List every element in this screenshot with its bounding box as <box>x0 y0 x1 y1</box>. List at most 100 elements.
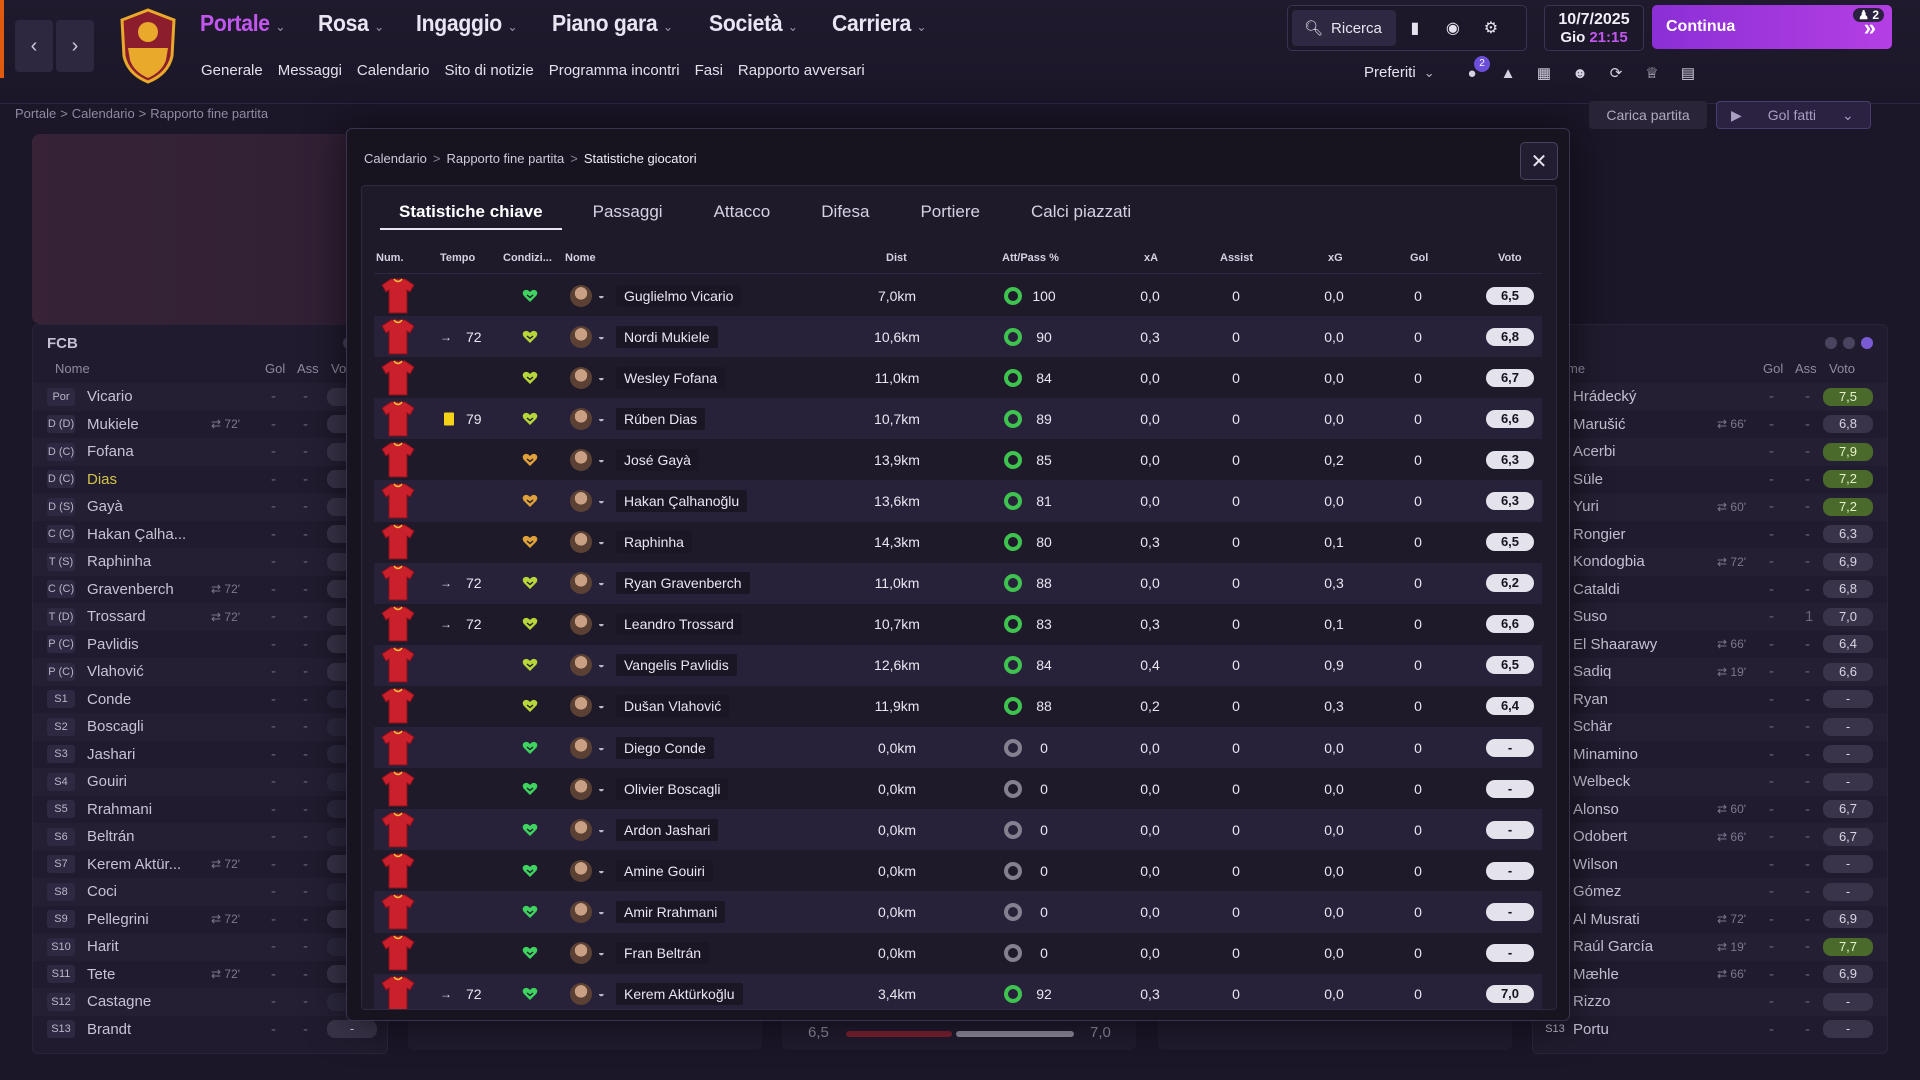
table-row[interactable]: → 72 ◒ Leandro Trossard 10,7km 83 0,3 0 0,1 0 6,6 <box>374 604 1542 645</box>
list-item[interactable]: 12Rizzo--- <box>1533 988 1887 1016</box>
player-name-link[interactable]: Rúben Dias <box>616 407 706 430</box>
list-item[interactable]: S2 Boscagli - - <box>33 713 387 741</box>
inbox-icon[interactable]: ▮ <box>1410 20 1420 37</box>
col-dist[interactable]: Dist <box>886 252 907 264</box>
table-row[interactable]: → 72 ◒ Kerem Aktürkoğlu 3,4km 92 0,3 0 0,0 0 7,0 <box>374 973 1542 1009</box>
list-item[interactable]: D (C)Dias--6, <box>33 466 387 494</box>
col-name[interactable]: Nome <box>565 252 596 264</box>
table-row[interactable]: ◒ Raphinha 14,3km 80 0,3 0 0,1 0 6,5 <box>374 522 1542 563</box>
list-item[interactable]: (D)Marušić⇄ 66'--6,8 <box>1533 411 1887 439</box>
list-item[interactable]: (C)Cataldi--6,8 <box>1533 576 1887 604</box>
list-item[interactable]: Kondogbia ⇄ 72' - -6,9 <box>1533 548 1887 576</box>
col-assist[interactable]: Assist <box>1220 252 1254 264</box>
player-name-link[interactable]: Leandro Trossard <box>616 613 742 636</box>
list-item[interactable]: S13 Brandt - - - <box>33 1016 387 1044</box>
col-time[interactable]: Tempo <box>440 252 476 264</box>
list-item[interactable]: P (C)Vlahović--6, <box>33 658 387 686</box>
load-match-button[interactable]: Carica partita <box>1589 101 1707 129</box>
submenu-item[interactable]: Sito di notizie <box>444 62 534 79</box>
player-name-link[interactable]: Guglielmo Vicario <box>616 284 742 307</box>
pager-dot[interactable] <box>1843 337 1855 349</box>
search-button[interactable]: 🔍︎ Ricerca <box>1292 10 1396 46</box>
list-item[interactable]: 10Raúl García⇄ 19'--7,7 <box>1533 933 1887 961</box>
list-item[interactable]: D (C)Fofana--6, <box>33 438 387 466</box>
breadcrumb-report[interactable]: Rapporto fine partita <box>150 106 269 121</box>
list-item[interactable]: S1 Conde - - <box>33 686 387 714</box>
globe-icon[interactable]: ◉ <box>1445 20 1460 37</box>
list-item[interactable]: 6Odobert⇄ 66'--6,7 <box>1533 823 1887 851</box>
list-item[interactable]: P (C)Pavlidis--6, <box>33 631 387 659</box>
table-row[interactable]: ◒ Amir Rrahmani 0,0km 0 0,0 0 0,0 0 - <box>374 891 1542 933</box>
col-xa[interactable]: xA <box>1144 252 1159 264</box>
col-condition[interactable]: Condizi... <box>503 252 552 264</box>
list-item[interactable]: D (D)Mukiele⇄ 72'--6, <box>33 411 387 439</box>
game-date[interactable]: 10/7/2025 Gio 21:15 <box>1544 5 1644 51</box>
list-item[interactable]: S12 Castagne - - <box>33 988 387 1016</box>
list-item[interactable]: 3Minamino--- <box>1533 741 1887 769</box>
tab-3[interactable]: Difesa <box>821 202 870 221</box>
player-name-link[interactable]: Amine Gouiri <box>616 859 713 882</box>
table-row[interactable]: ◒ Guglielmo Vicario 7,0km 100 0,0 0 0,0 0 6,5 <box>374 275 1542 316</box>
list-item[interactable]: C (C)Gravenberch⇄ 72'--6, <box>33 576 387 604</box>
refresh-icon[interactable]: ⟳ <box>1609 65 1623 82</box>
table-row[interactable]: ◒ Fran Beltrán 0,0km 0 0,0 0 0,0 0 - <box>374 933 1542 974</box>
breadcrumb-calendario[interactable]: Calendario <box>71 106 135 121</box>
tactics-board-icon[interactable]: ▦ <box>1536 65 1552 82</box>
list-item[interactable]: 11Mæhle⇄ 66'--6,9 <box>1533 961 1887 989</box>
list-item[interactable]: (C)Rongier--6,3 <box>1533 521 1887 549</box>
list-item[interactable]: S10 Harit - - <box>33 933 387 961</box>
menu-5[interactable]: Carriera ⌄ <box>832 10 926 37</box>
player-name-link[interactable]: José Gayà <box>616 448 699 471</box>
club-crest-logo[interactable] <box>118 8 178 84</box>
player-name-link[interactable]: Fran Beltrán <box>616 942 710 965</box>
favorites-dropdown[interactable]: Preferiti ⌄ <box>1364 64 1435 81</box>
submenu-item[interactable]: Calendario <box>356 62 430 79</box>
list-item[interactable]: S6 Beltrán - - <box>33 823 387 851</box>
tab-1[interactable]: Passaggi <box>592 202 663 221</box>
list-item[interactable]: 9Al Musrati⇄ 72'--6,9 <box>1533 906 1887 934</box>
submenu-item[interactable]: Rapporto avversari <box>737 62 865 79</box>
table-row[interactable]: 79 ◒ Rúben Dias 10,7km 89 0,0 0 0,0 0 6,6 <box>374 398 1542 440</box>
menu-4[interactable]: Società ⌄ <box>709 10 798 37</box>
col-num[interactable]: Num. <box>376 252 404 264</box>
list-item[interactable]: 5Alonso⇄ 60'--6,7 <box>1533 796 1887 824</box>
table-row[interactable]: → 72 ◒ Nordi Mukiele 10,6km 90 0,3 0 0,0 0 6,8 <box>374 316 1542 358</box>
col-gol[interactable]: Gol <box>265 361 286 376</box>
table-row[interactable]: ◒ Amine Gouiri 0,0km 0 0,0 0 0,0 0 - <box>374 850 1542 891</box>
list-item[interactable]: (C)Acerbi--7,9 <box>1533 438 1887 466</box>
tab-5[interactable]: Calci piazzati <box>1030 202 1132 221</box>
report-icon[interactable]: ▤ <box>1680 65 1696 82</box>
table-row[interactable]: ◒ Hakan Çalhanoğlu 13,6km 81 0,0 0 0,0 0 6,3 <box>374 480 1542 522</box>
player-name-link[interactable]: Hakan Çalhanoğlu <box>616 490 748 513</box>
col-name[interactable]: Nome <box>55 361 90 376</box>
list-item[interactable]: S4 Gouiri - - <box>33 768 387 796</box>
chat-icon[interactable]: ● 2 <box>1460 56 1490 86</box>
list-item[interactable]: (C)Süle--7,2 <box>1533 466 1887 494</box>
forward-button[interactable]: › <box>56 20 94 72</box>
staff-icon[interactable]: ☻ <box>1572 65 1588 82</box>
list-item[interactable]: 1Ryan--- <box>1533 686 1887 714</box>
trophy-icon[interactable]: ♕ <box>1645 65 1659 82</box>
back-button[interactable]: ‹ <box>15 20 53 72</box>
close-button[interactable]: ✕ <box>1520 142 1558 180</box>
player-name-link[interactable]: Raphinha <box>616 531 692 554</box>
submenu-item[interactable]: Programma incontri <box>548 62 680 79</box>
col-vote[interactable]: Voto <box>1498 252 1522 264</box>
list-item[interactable]: S3 Jashari - - <box>33 741 387 769</box>
col-vote[interactable]: Voto <box>1829 361 1856 376</box>
list-item[interactable]: C (C)Hakan Çalha...--6, <box>33 521 387 549</box>
list-item[interactable]: (S)El Shaarawy⇄ 66'--6,4 <box>1533 631 1887 659</box>
list-item[interactable]: D (S)Gayà--6, <box>33 493 387 521</box>
col-gol[interactable]: Gol <box>1763 361 1784 376</box>
player-name-link[interactable]: Dušan Vlahović <box>616 695 730 718</box>
table-row[interactable]: ◒ Dušan Vlahović 11,9km 88 0,2 0 0,3 0 6,4 <box>374 686 1542 727</box>
list-item[interactable]: 2Schär--- <box>1533 713 1887 741</box>
player-name-link[interactable]: Kerem Aktürkoğlu <box>616 983 743 1006</box>
table-row[interactable]: → 72 ◒ Ryan Gravenberch 11,0km 88 0,0 0 0,3 0 6,2 <box>374 562 1542 604</box>
menu-3[interactable]: Piano gara ⌄ <box>552 10 673 37</box>
col-pass[interactable]: Att/Pass % <box>1002 252 1059 264</box>
list-item[interactable]: T (D)Trossard⇄ 72'--6, <box>33 603 387 631</box>
